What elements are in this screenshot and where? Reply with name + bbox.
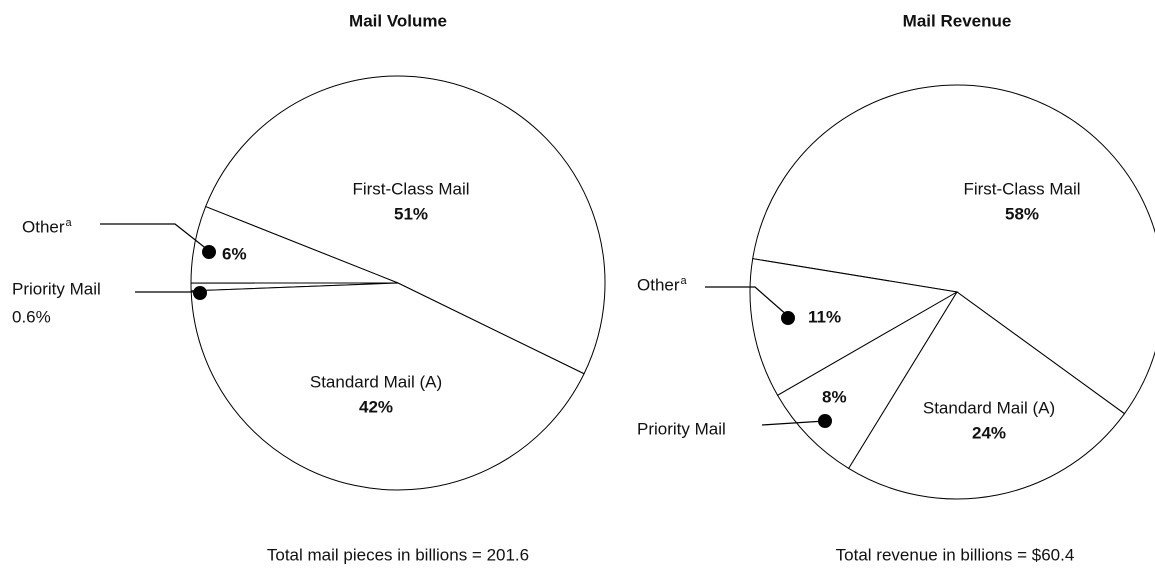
value-label: 6%: [222, 244, 247, 263]
slice-name: First-Class Mail: [352, 179, 469, 198]
footnote-mark: a: [66, 217, 73, 229]
total-note: Total revenue in billions = $60.4: [836, 545, 1075, 564]
footnote-mark: a: [681, 275, 688, 287]
value-label: 24%: [972, 423, 1006, 442]
slice-name: Priority Mail: [12, 279, 101, 298]
callout-dot: [818, 414, 832, 428]
pie-slice: [190, 282, 585, 491]
value-label: 58%: [1005, 204, 1039, 223]
slice-name: Standard Mail (A): [310, 372, 442, 391]
pie-slice: [752, 84, 1155, 415]
callout-dot: [193, 286, 207, 300]
value-label: 51%: [394, 204, 428, 223]
total-note: Total mail pieces in billions = 201.6: [267, 545, 529, 564]
callout-line: [761, 420, 826, 426]
pie-slice: [848, 291, 1126, 500]
slice-name: Other: [22, 217, 65, 236]
value-label: 8%: [822, 387, 847, 406]
value-label: 11%: [808, 307, 841, 326]
value-label: 0.6%: [12, 307, 51, 326]
slice-name: Priority Mail: [637, 419, 726, 438]
chart-title: Mail Revenue: [903, 11, 1012, 30]
slice-name: Standard Mail (A): [923, 398, 1055, 417]
pie-slice: [204, 75, 606, 375]
callout-line: [705, 286, 789, 317]
pie-slice: [749, 258, 959, 396]
callout-dot: [202, 245, 216, 259]
slice-name: Other: [637, 275, 680, 294]
callout-line: [100, 223, 209, 251]
chart-title: Mail Volume: [349, 11, 447, 30]
value-label: 42%: [359, 397, 393, 416]
slice-name: First-Class Mail: [963, 179, 1080, 198]
callout-dot: [781, 311, 795, 325]
